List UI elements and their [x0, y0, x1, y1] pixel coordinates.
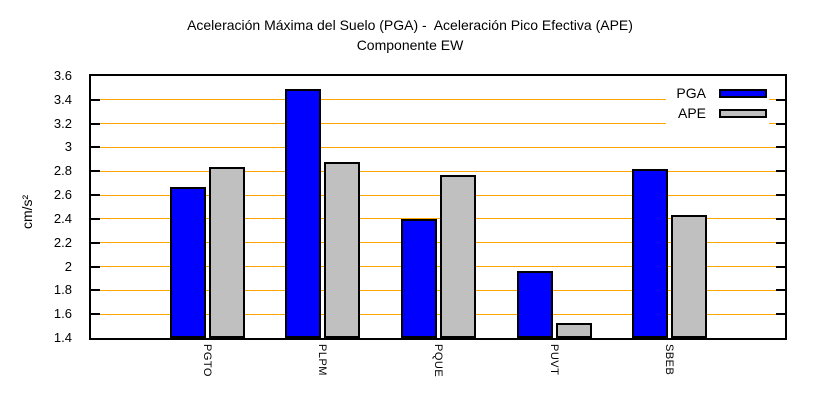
gridline-y-3.4	[91, 99, 785, 101]
y-tick-label: 2.6	[53, 187, 72, 203]
y-tick-label: 2.4	[53, 210, 72, 226]
x-tick-label-pque: PQUE	[432, 344, 444, 378]
y-tick-mark-right	[776, 98, 785, 101]
bar-pga-pgto	[170, 187, 206, 338]
y-tick-label: 2.2	[53, 234, 72, 250]
bar-pga-puvt	[517, 271, 553, 338]
gridline-y-2.6	[91, 194, 785, 196]
y-tick-label: 1.4	[53, 330, 72, 345]
y-tick-mark-left	[91, 170, 100, 173]
gridline-y-2	[91, 266, 785, 268]
y-tick-label: 2.8	[53, 163, 72, 179]
bar-pga-plpm	[285, 89, 321, 338]
legend-row-ape: APE	[676, 103, 767, 123]
bar-ape-pgto	[209, 167, 245, 338]
x-tick-label-sbeb: SBEB	[663, 344, 675, 376]
bar-pga-pque	[401, 219, 437, 338]
y-tick-mark-left	[91, 194, 100, 197]
chart-title: Aceleración Máxima del Suelo (PGA) - Ace…	[187, 17, 633, 33]
bar-ape-sbeb	[671, 215, 707, 338]
y-tick-mark-right	[776, 313, 785, 316]
bar-pga-sbeb	[632, 169, 668, 338]
gridline-y-2.4	[91, 218, 785, 220]
y-tick-mark-left	[91, 265, 100, 268]
y-tick-label: 3.6	[53, 68, 72, 83]
gridline-y-2.2	[91, 242, 785, 244]
bar-ape-puvt	[556, 323, 592, 338]
x-tick-label-plpm: PLPM	[316, 344, 328, 376]
legend-label-pga: PGA	[676, 85, 706, 101]
y-tick-mark-right	[776, 265, 785, 268]
y-tick-mark-right	[776, 241, 785, 244]
gridline-y-3.2	[91, 123, 785, 125]
y-tick-label: 2	[64, 258, 72, 274]
y-tick-label: 3.4	[53, 91, 72, 107]
y-tick-mark-left	[91, 217, 100, 220]
gridline-y-1.8	[91, 289, 785, 291]
y-tick-label: 3	[64, 139, 72, 155]
y-tick-mark-left	[91, 122, 100, 125]
chart-subtitle: Componente EW	[356, 37, 464, 53]
y-tick-mark-left	[91, 313, 100, 316]
legend-swatch-ape	[719, 108, 767, 118]
y-tick-mark-left	[91, 98, 100, 101]
y-tick-label: 3.2	[53, 115, 72, 131]
legend-label-ape: APE	[677, 105, 706, 121]
plot-area: PGA APE	[89, 74, 787, 340]
gridline-y-3	[91, 146, 785, 148]
y-tick-mark-right	[776, 170, 785, 173]
y-tick-mark-right	[776, 217, 785, 220]
gridline-y-1.6	[91, 313, 785, 315]
y-tick-mark-left	[91, 241, 100, 244]
y-tick-mark-left	[91, 289, 100, 292]
bar-ape-pque	[440, 175, 476, 338]
bar-ape-plpm	[324, 162, 360, 338]
y-tick-mark-right	[776, 122, 785, 125]
x-tick-label-pgto: PGTO	[201, 344, 213, 377]
y-tick-label: 1.6	[53, 306, 72, 322]
legend: PGA APE	[666, 81, 769, 125]
y-tick-label: 1.8	[53, 282, 72, 298]
gridline-y-2.8	[91, 170, 785, 172]
y-tick-mark-left	[91, 146, 100, 149]
y-tick-mark-right	[776, 289, 785, 292]
x-tick-label-puvt: PUVT	[548, 344, 560, 376]
y-tick-mark-right	[776, 146, 785, 149]
y-tick-mark-right	[776, 194, 785, 197]
legend-swatch-pga	[719, 88, 767, 98]
legend-row-pga: PGA	[676, 83, 767, 103]
